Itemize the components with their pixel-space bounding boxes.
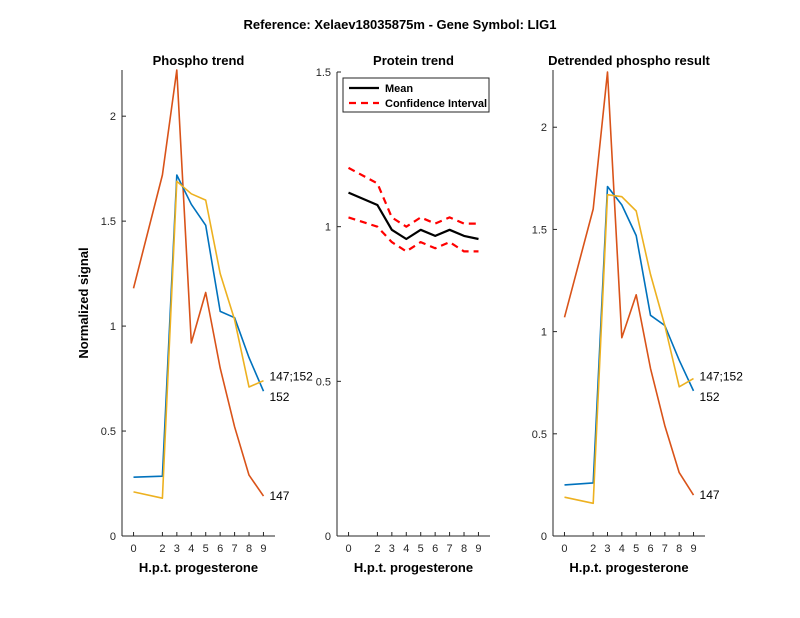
y-tick-label: 1 [110,321,116,333]
x-tick-label: 9 [690,543,696,555]
x-tick-label: 0 [130,543,136,555]
series-line-1 [563,71,695,496]
x-tick-label: 7 [447,543,453,555]
panel-2: 0 2 3 4 5 6 7 8 9 0 0.5 1 1.5 Protein trend H.p.t. pro… [316,53,490,575]
y-tick-label: 0.5 [532,429,547,441]
y-tick-label: 1 [541,327,547,339]
y-tick-label: 0 [325,531,331,543]
y-tick-label: 1.5 [532,224,547,236]
y-tick-label: 1 [325,222,331,234]
y-tick-label: 1.5 [101,216,116,228]
x-tick-label: 3 [604,543,610,555]
x-tick-label: 3 [389,543,395,555]
series-line-3 [348,216,479,253]
x-tick-label: 2 [159,543,165,555]
x-tick-label: 7 [662,543,668,555]
y-tick-label: 0.5 [316,376,331,388]
x-tick-label: 8 [461,543,467,555]
x-tick-label: 7 [232,543,238,555]
x-tick-label: 6 [432,543,438,555]
x-tick-label: 8 [676,543,682,555]
x-tick-label: 4 [619,543,625,555]
panel-title: Protein trend [373,53,454,68]
x-tick-label: 6 [217,543,223,555]
x-tick-label: 9 [260,543,266,555]
series-line-3 [133,180,264,500]
x-tick-label: 8 [246,543,252,555]
x-axis-title: H.p.t. progesterone [354,560,473,575]
x-tick-label: 0 [345,543,351,555]
x-tick-label: 0 [561,543,567,555]
panel-title: Detrended phospho result [548,53,710,68]
line-label: 152 [700,390,720,404]
x-tick-label: 2 [374,543,380,555]
main-title: Reference: Xelaev18035875m - Gene Symbol… [244,17,557,32]
x-axis-title: H.p.t. progesterone [139,560,258,575]
panel-title: Phospho trend [153,53,245,68]
series-line-1 [348,191,479,241]
legend-label: Confidence Interval [385,98,487,110]
x-tick-label: 9 [475,543,481,555]
y-tick-label: 0 [110,531,116,543]
y-tick-label: 0 [541,531,547,543]
line-label: 147;152 [700,370,744,384]
y-axis-title: Normalized signal [76,247,91,358]
series-line-3 [564,193,694,505]
series-line-2 [133,174,265,478]
y-tick-label: 2 [110,111,116,123]
y-tick-label: 0.5 [101,426,116,438]
x-tick-label: 3 [174,543,180,555]
x-tick-label: 4 [188,543,194,555]
series-line-2 [347,166,479,228]
x-axis-title: H.p.t. progesterone [569,560,688,575]
y-tick-label: 1.5 [316,67,331,79]
line-label: 147;152 [269,370,313,384]
legend-label: Mean [385,83,413,95]
x-tick-label: 2 [590,543,596,555]
legend-box [342,77,490,113]
series-line-2 [564,185,695,486]
x-tick-label: 5 [633,543,639,555]
line-label: 147 [269,489,289,503]
x-tick-label: 5 [203,543,209,555]
legend: Mean Confidence Interval [342,77,490,113]
y-tick-label: 2 [541,122,547,134]
x-tick-label: 5 [418,543,424,555]
series-line-1 [132,69,265,497]
x-tick-label: 4 [403,543,409,555]
line-label: 152 [269,390,289,404]
line-label: 147 [700,488,720,502]
x-tick-label: 6 [647,543,653,555]
